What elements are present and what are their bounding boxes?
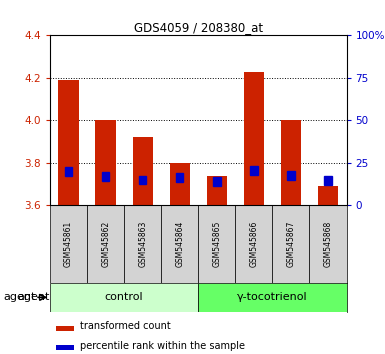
Bar — [139, 176, 146, 184]
Text: GSM545861: GSM545861 — [64, 221, 73, 267]
Bar — [250, 166, 258, 175]
Bar — [207, 176, 227, 205]
Bar — [318, 186, 338, 205]
Bar — [324, 176, 332, 185]
Text: transformed count: transformed count — [80, 321, 171, 331]
Bar — [56, 345, 74, 350]
Bar — [281, 120, 301, 205]
Text: agent: agent — [4, 292, 36, 302]
Bar — [95, 120, 116, 205]
Text: agent: agent — [18, 292, 50, 302]
Bar — [176, 173, 183, 182]
Bar — [65, 167, 72, 176]
Text: GSM545862: GSM545862 — [101, 221, 110, 267]
Text: GSM545867: GSM545867 — [286, 221, 295, 268]
Text: γ-tocotrienol: γ-tocotrienol — [237, 292, 308, 302]
Title: GDS4059 / 208380_at: GDS4059 / 208380_at — [134, 21, 263, 34]
FancyBboxPatch shape — [198, 205, 235, 283]
Text: GSM545866: GSM545866 — [249, 221, 258, 268]
Text: GSM545868: GSM545868 — [323, 221, 333, 267]
FancyBboxPatch shape — [235, 205, 273, 283]
FancyBboxPatch shape — [87, 205, 124, 283]
FancyBboxPatch shape — [50, 283, 198, 312]
Text: control: control — [105, 292, 144, 302]
FancyBboxPatch shape — [161, 205, 198, 283]
Bar — [213, 177, 221, 186]
FancyBboxPatch shape — [198, 283, 346, 312]
FancyBboxPatch shape — [50, 205, 87, 283]
FancyBboxPatch shape — [124, 205, 161, 283]
Bar — [244, 72, 264, 205]
Bar — [132, 137, 153, 205]
Text: GSM545863: GSM545863 — [138, 221, 147, 268]
FancyBboxPatch shape — [273, 205, 310, 283]
Bar — [102, 172, 109, 181]
Bar — [287, 171, 295, 180]
Text: GSM545865: GSM545865 — [212, 221, 221, 268]
Text: GSM545864: GSM545864 — [175, 221, 184, 268]
FancyBboxPatch shape — [310, 205, 346, 283]
Text: percentile rank within the sample: percentile rank within the sample — [80, 341, 245, 350]
Bar — [56, 326, 74, 331]
Bar — [59, 80, 79, 205]
Bar — [169, 163, 190, 205]
